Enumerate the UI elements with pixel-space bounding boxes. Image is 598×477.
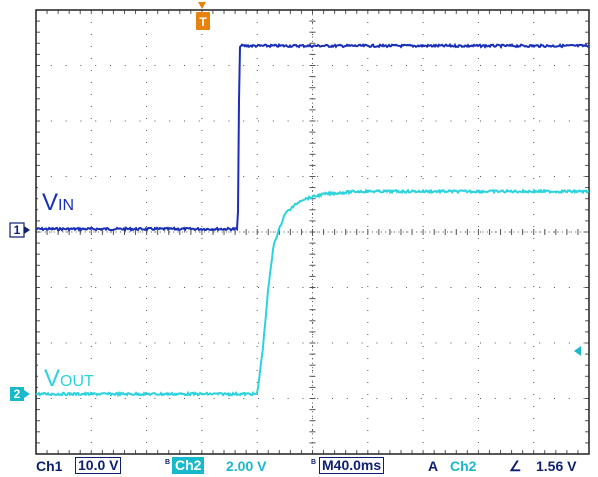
ch2-ground-marker: 2	[10, 387, 30, 401]
vin-label: VIN	[38, 186, 100, 216]
ch2-label: Ch2	[172, 457, 205, 474]
trigger-level: 1.56 V	[536, 458, 577, 474]
trigger-level-marker	[574, 346, 581, 356]
ch1-bandwidth-icon: B	[165, 459, 171, 466]
trigger-position-marker: T	[196, 2, 210, 30]
trigger-slope-icon: ∠	[509, 458, 522, 474]
ch2-scale: 2.00 V	[226, 458, 267, 474]
vin-label-sub: IN	[58, 197, 74, 214]
timebase: M40.0ms	[319, 457, 385, 474]
vin-label-main: V	[42, 189, 58, 216]
vout-label-main: V	[44, 365, 60, 392]
trigger-mode: A	[428, 458, 439, 474]
trace-vout	[35, 188, 590, 398]
ch1-scale: 10.0 V	[75, 457, 122, 474]
ch2-bandwidth-icon: B	[311, 459, 317, 466]
vout-label: VOUT	[38, 362, 138, 392]
trace-vin	[35, 42, 590, 233]
trigger-marker-label: T	[199, 15, 207, 29]
trace-layer	[35, 42, 590, 398]
svg-text:VOUT: VOUT	[44, 365, 94, 392]
ch1-ground-marker: 1	[9, 222, 30, 238]
vout-label-sub: OUT	[60, 373, 94, 390]
ch1-marker-label: 1	[14, 223, 21, 237]
ch1-label: Ch1	[36, 458, 63, 474]
svg-text:VIN: VIN	[42, 189, 74, 216]
status-bar: Ch1 10.0 V B Ch2 2.00 V B M40.0ms A Ch2 …	[0, 456, 598, 477]
trigger-source: Ch2	[450, 458, 477, 474]
ch2-marker-label: 2	[14, 387, 21, 401]
plot-frame	[35, 9, 590, 455]
